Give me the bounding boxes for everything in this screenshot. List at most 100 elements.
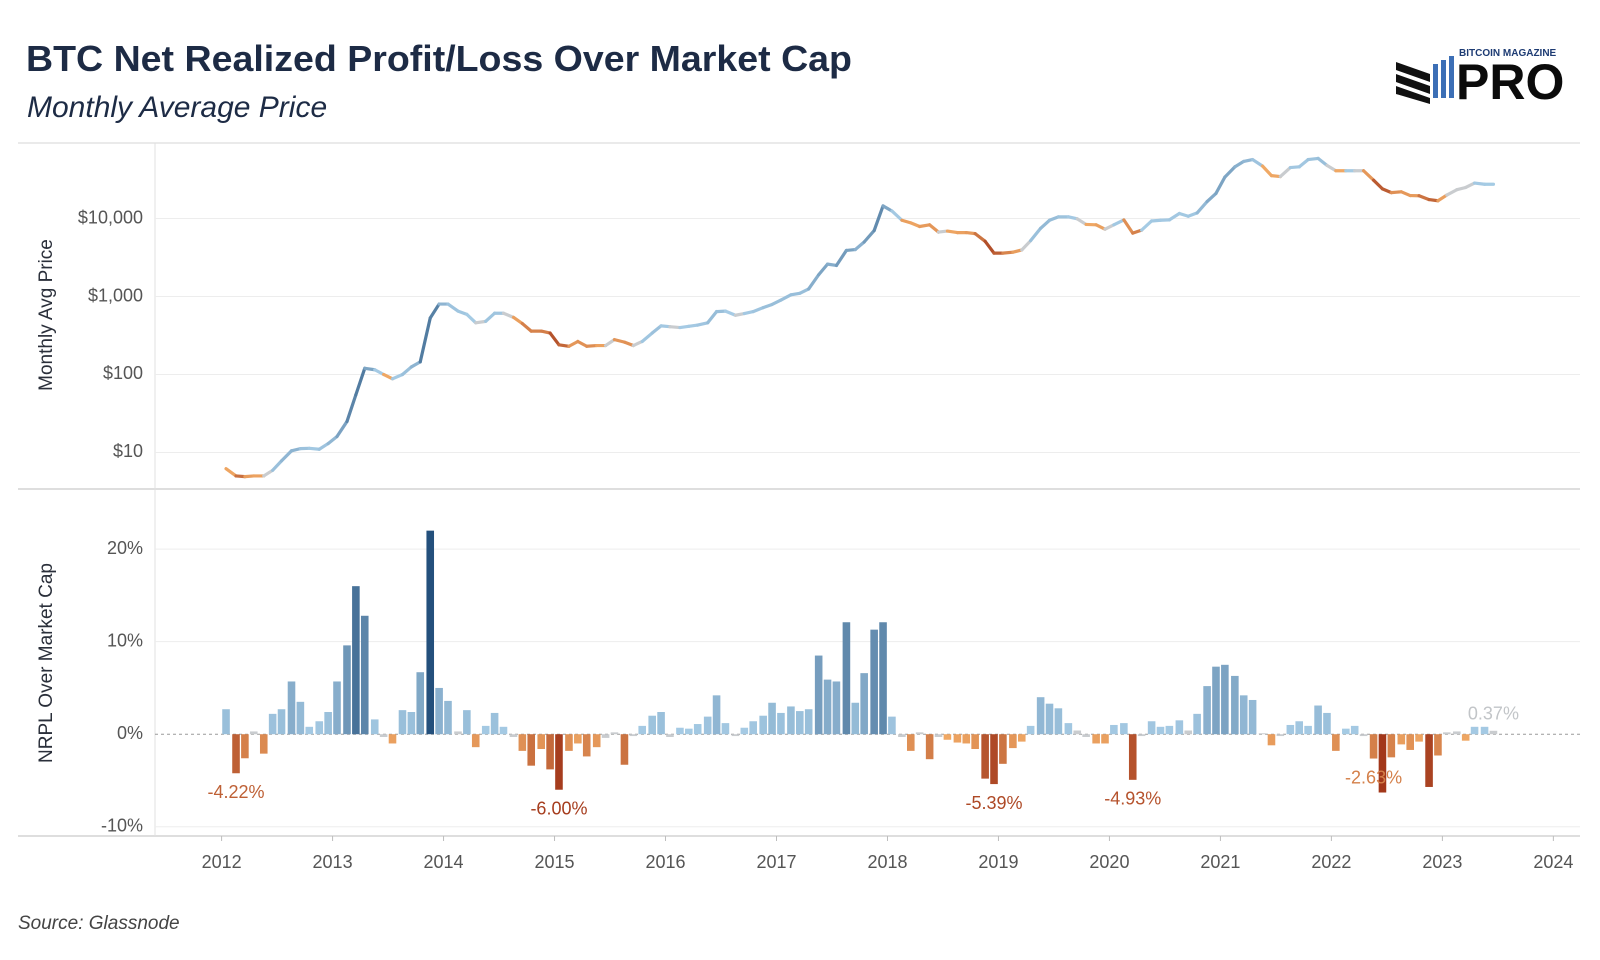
bar bbox=[471, 734, 480, 748]
bar bbox=[324, 712, 332, 735]
bar bbox=[1332, 734, 1340, 751]
bar bbox=[703, 716, 712, 735]
price-line-segment bbox=[973, 232, 987, 243]
bar bbox=[1203, 686, 1211, 735]
bar bbox=[1461, 734, 1470, 741]
price-line-segment bbox=[872, 204, 885, 233]
bar bbox=[1064, 723, 1073, 735]
bar bbox=[232, 734, 240, 774]
price-line-segment bbox=[1472, 181, 1487, 186]
bar bbox=[527, 734, 536, 766]
bar bbox=[1017, 734, 1026, 742]
bar bbox=[241, 734, 249, 759]
bar bbox=[360, 615, 369, 735]
price-line-segment bbox=[317, 441, 330, 451]
price-line-segment bbox=[1233, 159, 1246, 169]
bar bbox=[814, 655, 823, 735]
x-tick-label: 2021 bbox=[1200, 852, 1240, 872]
price-line-segment bbox=[983, 239, 996, 255]
y-tick-label: $10 bbox=[113, 441, 143, 461]
bar bbox=[879, 622, 887, 735]
price-line-segment bbox=[834, 248, 849, 268]
bar bbox=[768, 702, 776, 735]
bar bbox=[1045, 703, 1054, 735]
price-line-segment bbox=[1464, 181, 1477, 190]
price-line-segment bbox=[585, 343, 599, 348]
price-line-segment bbox=[668, 325, 682, 330]
bar bbox=[1248, 699, 1257, 735]
price-line-segment bbox=[1260, 164, 1274, 178]
bar bbox=[1480, 726, 1489, 735]
y-tick-label: -10% bbox=[101, 815, 143, 835]
price-line-segment bbox=[1001, 250, 1015, 255]
price-line-segment bbox=[335, 419, 349, 439]
price-line-segment bbox=[881, 204, 894, 213]
price-line-segment bbox=[1140, 219, 1154, 232]
bar bbox=[898, 734, 906, 737]
bar bbox=[1231, 675, 1239, 735]
bar bbox=[416, 672, 425, 735]
bar bbox=[1036, 697, 1045, 735]
x-tick-label: 2016 bbox=[645, 852, 685, 872]
bar bbox=[1026, 725, 1035, 735]
bar bbox=[296, 701, 305, 735]
x-tick-label: 2018 bbox=[867, 852, 907, 872]
bar bbox=[1415, 734, 1423, 742]
bar bbox=[343, 645, 351, 735]
bar bbox=[842, 622, 851, 735]
bar bbox=[509, 734, 518, 737]
bar bbox=[1193, 713, 1201, 735]
y-tick-label: $10,000 bbox=[78, 207, 143, 227]
price-line-segment bbox=[751, 306, 765, 314]
bar bbox=[1453, 731, 1461, 735]
bar bbox=[1470, 726, 1479, 735]
bar bbox=[1286, 724, 1295, 735]
price-line-segment bbox=[807, 273, 821, 291]
bar bbox=[426, 530, 435, 735]
price-line-segment bbox=[474, 319, 488, 325]
price-line-segment bbox=[400, 365, 413, 377]
bar bbox=[1443, 732, 1451, 735]
bar bbox=[574, 734, 582, 744]
price-line-segment bbox=[603, 338, 617, 348]
y-axis-title: Monthly Avg Price bbox=[36, 239, 57, 391]
price-line-segment bbox=[446, 302, 460, 313]
data-layer bbox=[222, 156, 1498, 793]
bar bbox=[490, 712, 499, 735]
bar bbox=[1054, 708, 1063, 735]
bar bbox=[1295, 721, 1304, 735]
price-line-segment bbox=[465, 312, 478, 325]
bar bbox=[277, 709, 286, 735]
y-tick-label: 0% bbox=[117, 723, 143, 743]
bar bbox=[1156, 726, 1165, 735]
bar bbox=[1212, 666, 1220, 735]
source-note: Source: Glassnode bbox=[18, 913, 180, 934]
price-line-segment bbox=[484, 311, 497, 323]
price-line-segment bbox=[326, 434, 339, 446]
bar bbox=[759, 715, 767, 735]
bar bbox=[787, 706, 795, 735]
bar bbox=[352, 586, 360, 735]
bar bbox=[565, 734, 573, 751]
bar bbox=[305, 726, 314, 735]
price-line-segment bbox=[382, 372, 395, 381]
bar bbox=[222, 709, 230, 735]
bar bbox=[804, 709, 813, 735]
bar bbox=[1009, 734, 1017, 749]
price-line-segment bbox=[723, 309, 738, 317]
logo-main: PRO bbox=[1456, 54, 1564, 110]
x-tick-label: 2015 bbox=[535, 852, 575, 872]
bar bbox=[537, 734, 546, 750]
bar bbox=[499, 726, 508, 735]
price-line-segment bbox=[390, 372, 405, 381]
price-line-segment bbox=[1075, 217, 1088, 227]
data-label: 0.37% bbox=[1468, 704, 1519, 724]
bar bbox=[1092, 734, 1100, 744]
price-line-segment bbox=[548, 331, 561, 347]
price-line-segment bbox=[520, 321, 533, 333]
y-tick-label: $100 bbox=[103, 363, 143, 383]
bar bbox=[832, 681, 841, 735]
bar bbox=[981, 734, 989, 779]
x-tick-label: 2024 bbox=[1533, 852, 1573, 872]
bar bbox=[648, 715, 656, 735]
